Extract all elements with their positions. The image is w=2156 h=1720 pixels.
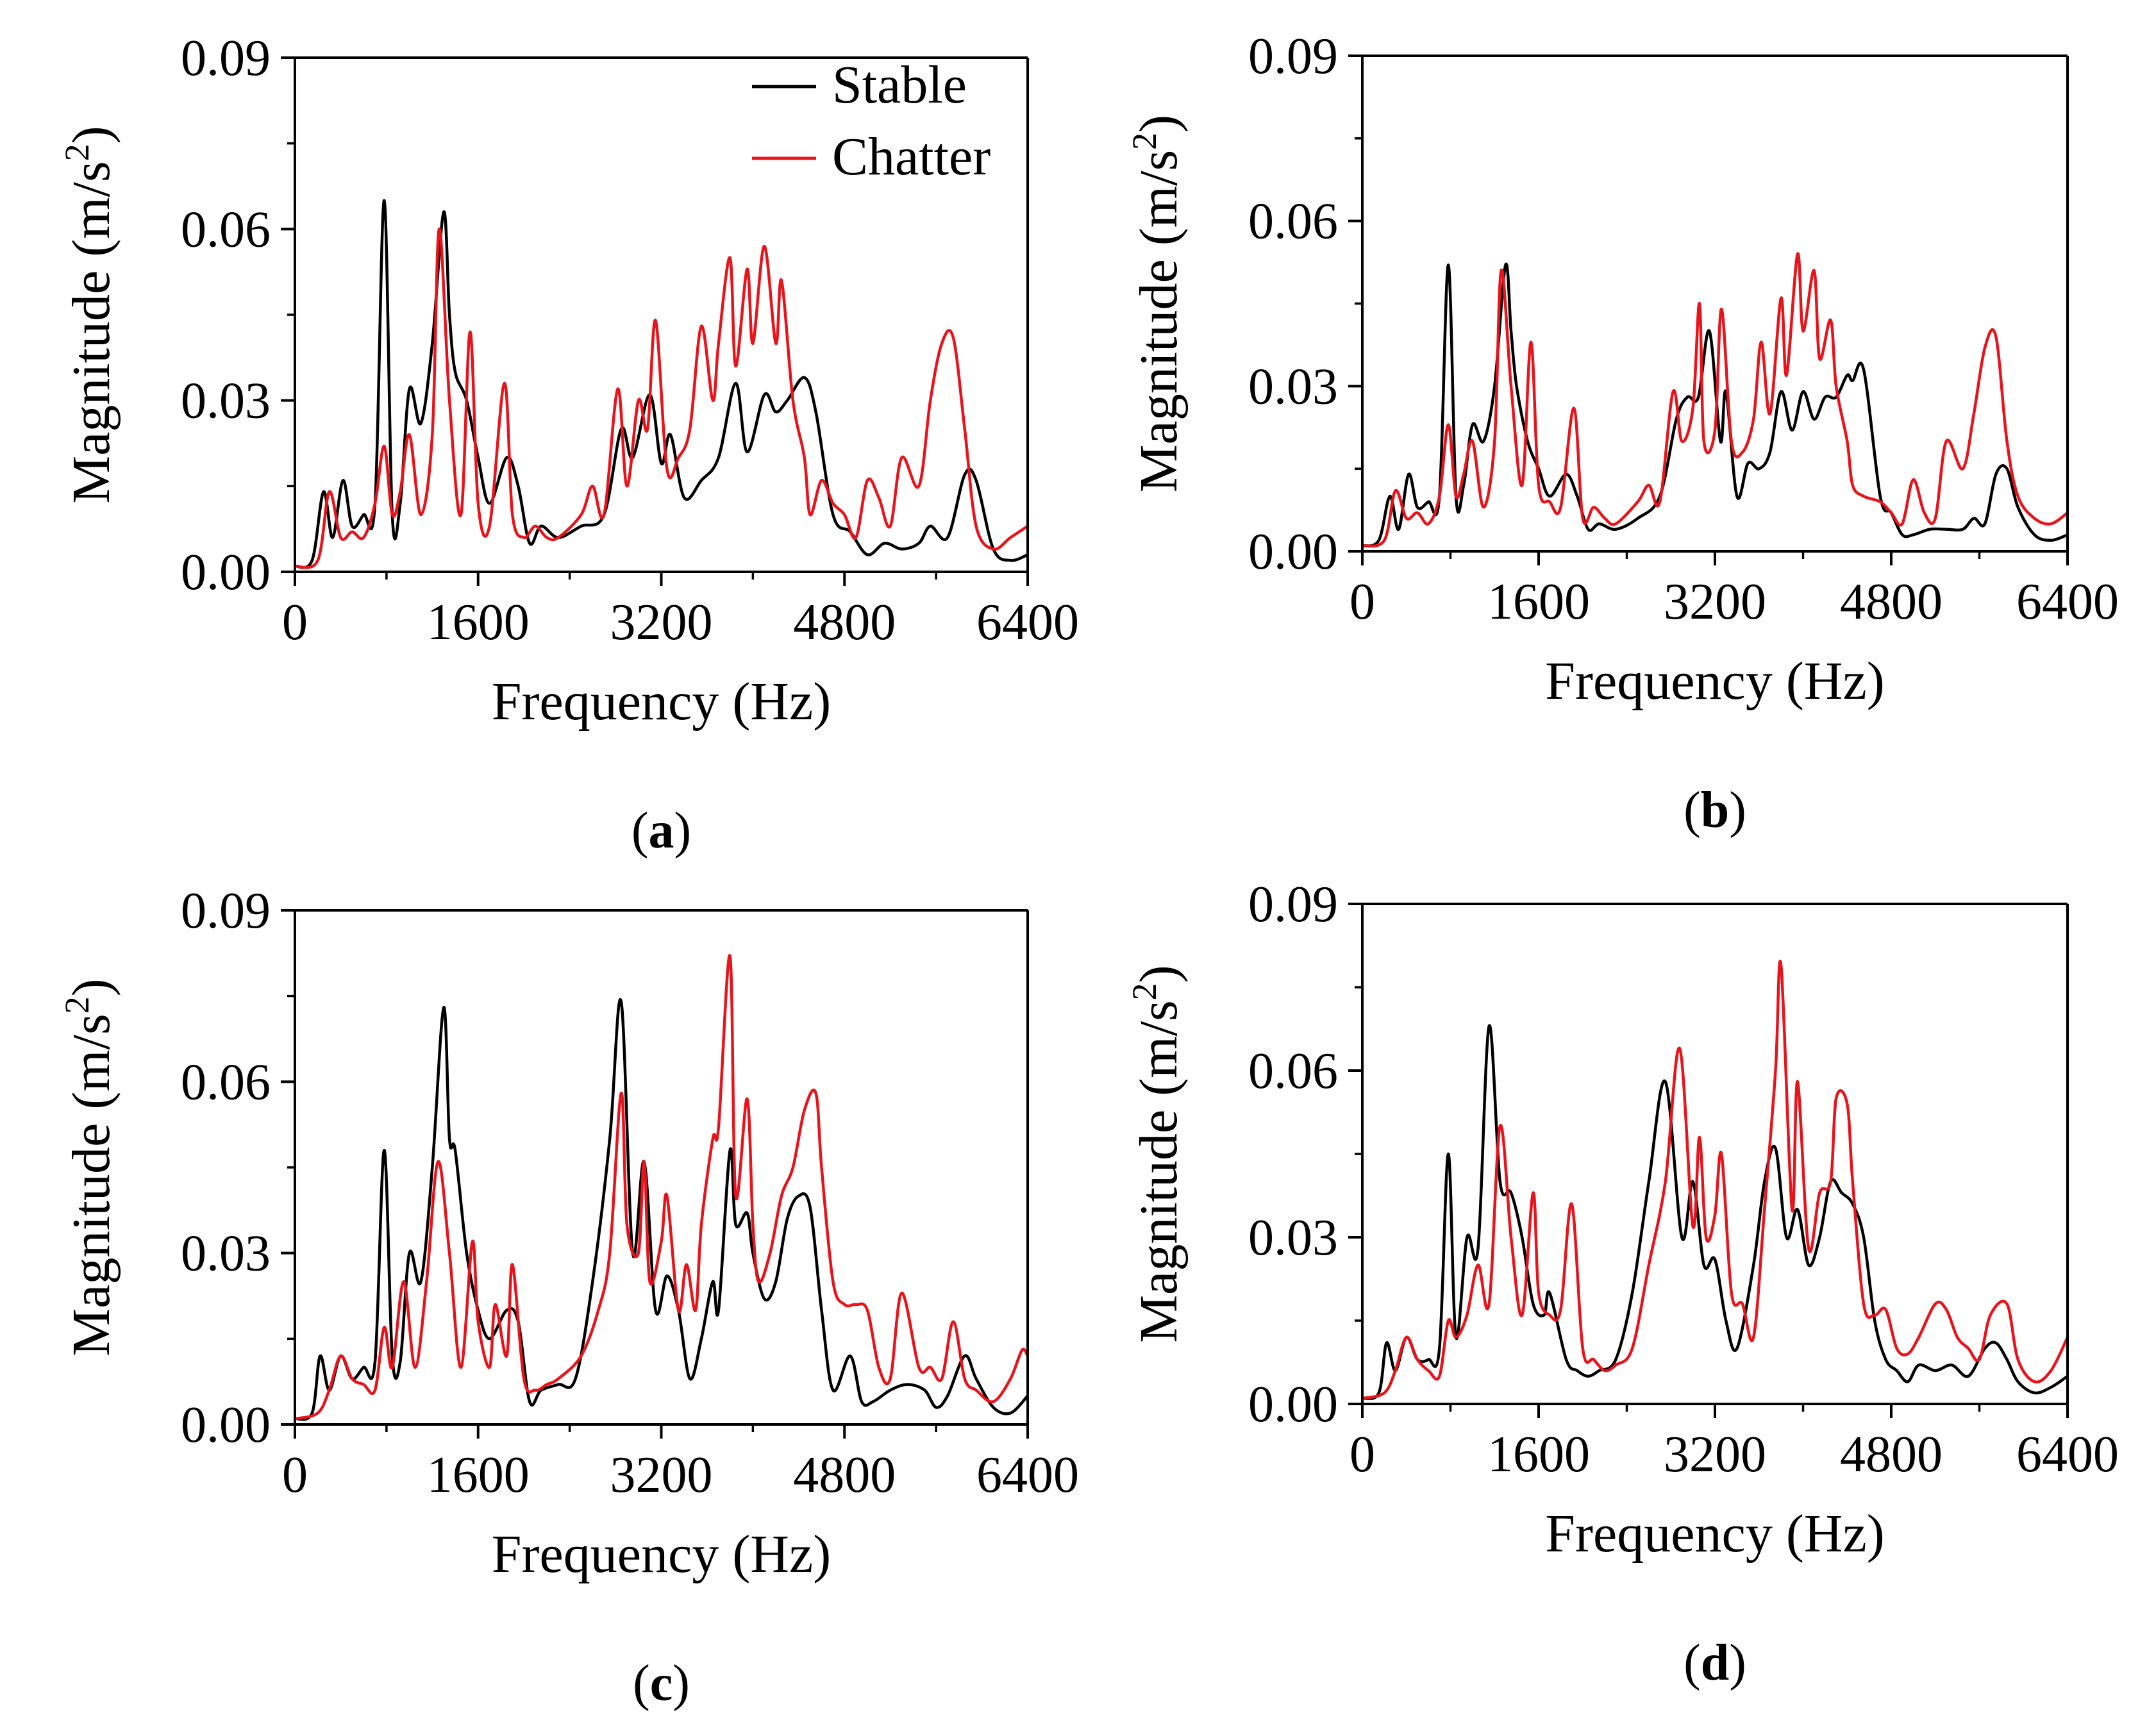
caption-paren-open: ( <box>1684 782 1701 839</box>
x-axis-title: Frequency (Hz) <box>1545 1504 1884 1564</box>
x-tick-label: 4800 <box>1840 574 1943 630</box>
chart-panel-b: 0 1600 3200 4800 6400 0.00 0.03 0.06 0.09 Frequen… <box>1125 28 2119 839</box>
series-line-chatter <box>1362 960 2068 1400</box>
x-tick-label: 1600 <box>1487 574 1590 630</box>
caption-paren-open: ( <box>1684 1635 1701 1691</box>
x-tick-label: 1600 <box>427 1447 530 1503</box>
x-tick-label: 1600 <box>1487 1426 1590 1483</box>
x-tick-label: 4800 <box>793 1447 896 1503</box>
caption-letter: a <box>649 803 674 859</box>
y-axis-title-tail: ) <box>62 978 121 996</box>
x-tick-label: 4800 <box>1840 1426 1943 1483</box>
y-axis-title-superscript: 2 <box>1125 133 1164 150</box>
x-tick-label: 1600 <box>427 594 530 651</box>
y-tick-label: 0.06 <box>1248 1043 1338 1099</box>
series-line-chatter <box>1362 252 2068 548</box>
legend-label-stable: Stable <box>832 55 967 115</box>
x-tick-label: 6400 <box>976 1447 1079 1503</box>
y-axis-title-superscript: 2 <box>58 996 96 1014</box>
chart-panel-d: 0 1600 3200 4800 6400 0.00 0.03 0.06 0.09 Frequen… <box>1125 876 2119 1691</box>
y-tick-label: 0.09 <box>1248 28 1338 85</box>
panel-caption: (b) <box>1684 782 1746 839</box>
y-axis-title: Magnitude (m/s2) <box>1125 115 1189 492</box>
x-tick-label: 6400 <box>2016 574 2119 630</box>
series-line-stable <box>1362 262 2068 547</box>
x-tick-label: 3200 <box>1664 1426 1766 1483</box>
panel-caption: (a) <box>631 803 691 859</box>
y-axis-title-main: Magnitude (m/s <box>1129 150 1189 492</box>
x-tick-label: 6400 <box>976 594 1079 651</box>
y-axis-title: Magnitude (m/s2) <box>58 126 121 503</box>
x-axis-title: Frequency (Hz) <box>492 672 831 731</box>
y-axis-title-tail: ) <box>62 126 121 144</box>
caption-paren-close: ) <box>1729 1635 1746 1691</box>
y-tick-label: 0.03 <box>181 1226 271 1282</box>
y-tick-label: 0.03 <box>1248 1210 1338 1266</box>
caption-paren-close: ) <box>1729 782 1746 839</box>
x-tick-label: 0 <box>282 1447 308 1503</box>
y-axis-title-main: Magnitude (m/s <box>62 161 121 503</box>
y-axis-title-tail: ) <box>1129 965 1189 983</box>
y-axis-title-main: Magnitude (m/s <box>1129 1000 1189 1342</box>
x-axis-title: Frequency (Hz) <box>1545 651 1884 711</box>
y-axis-title-main: Magnitude (m/s <box>62 1014 121 1356</box>
y-axis-title: Magnitude (m/s2) <box>58 978 121 1356</box>
y-axis-title-tail: ) <box>1129 115 1189 133</box>
y-tick-label: 0.06 <box>181 1054 271 1110</box>
x-tick-label: 6400 <box>2016 1426 2119 1483</box>
x-axis-title: Frequency (Hz) <box>492 1524 831 1584</box>
x-tick-label: 3200 <box>1664 574 1766 630</box>
series-line-stable <box>295 199 1028 569</box>
y-tick-label: 0.03 <box>181 373 271 430</box>
caption-letter: d <box>1701 1635 1730 1691</box>
caption-letter: c <box>650 1655 673 1712</box>
y-tick-label: 0.06 <box>1248 194 1338 250</box>
x-tick-label: 0 <box>1350 1426 1375 1483</box>
y-tick-label: 0.00 <box>1248 1376 1338 1433</box>
x-tick-label: 3200 <box>610 594 713 651</box>
y-tick-label: 0.06 <box>181 201 271 258</box>
y-tick-label: 0.03 <box>1248 358 1338 415</box>
caption-paren-open: ( <box>633 1655 650 1712</box>
y-tick-label: 0.09 <box>181 30 271 87</box>
legend-label-chatter: Chatter <box>832 127 990 187</box>
x-tick-label: 3200 <box>610 1447 713 1503</box>
caption-paren-open: ( <box>631 803 649 859</box>
caption-letter: b <box>1701 782 1730 839</box>
y-tick-label: 0.00 <box>1248 524 1338 580</box>
series-line-stable <box>295 998 1028 1421</box>
y-tick-label: 0.00 <box>181 544 271 601</box>
y-axis-title: Magnitude (m/s2) <box>1125 965 1189 1342</box>
series-line-chatter <box>295 954 1028 1421</box>
panel-caption: (c) <box>633 1655 690 1712</box>
caption-paren-close: ) <box>673 1655 690 1712</box>
series-line-chatter <box>295 228 1028 569</box>
y-axis-title-superscript: 2 <box>1125 983 1164 1000</box>
chart-panel-c: 0 1600 3200 4800 6400 0.00 0.03 0.06 0.09 Frequen… <box>58 883 1079 1712</box>
y-tick-label: 0.09 <box>181 883 271 939</box>
chart-panel-a: 0 1600 3200 4800 6400 0.00 0.03 0.06 0.09 Frequen… <box>58 30 1079 859</box>
legend: Stable Chatter <box>752 55 990 187</box>
x-tick-label: 4800 <box>793 594 896 651</box>
x-tick-label: 0 <box>1350 574 1375 630</box>
y-axis-title-superscript: 2 <box>58 144 96 161</box>
panel-caption: (d) <box>1684 1635 1746 1691</box>
y-tick-label: 0.09 <box>1248 876 1338 933</box>
caption-paren-close: ) <box>674 803 692 859</box>
y-tick-label: 0.00 <box>181 1397 271 1453</box>
x-tick-label: 0 <box>282 594 308 651</box>
series-line-stable <box>1362 1024 2068 1401</box>
